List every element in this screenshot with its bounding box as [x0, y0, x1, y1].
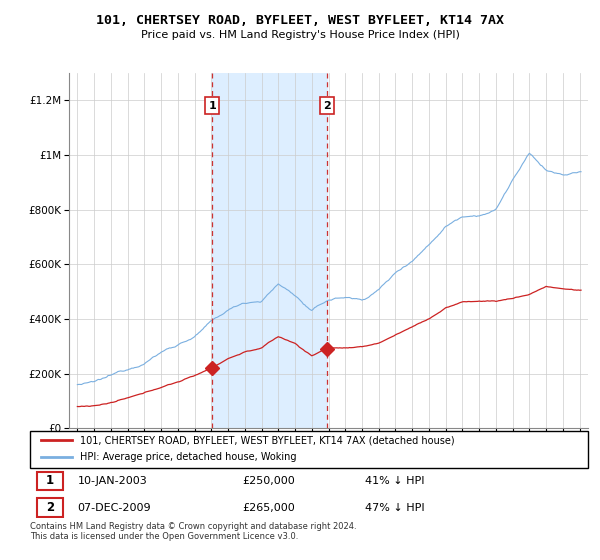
- Text: 07-DEC-2009: 07-DEC-2009: [77, 502, 151, 512]
- Text: 41% ↓ HPI: 41% ↓ HPI: [365, 476, 424, 486]
- Text: 1: 1: [46, 474, 54, 487]
- Text: 2: 2: [46, 501, 54, 514]
- Bar: [37, 498, 64, 516]
- Text: 10-JAN-2003: 10-JAN-2003: [77, 476, 147, 486]
- Text: Price paid vs. HM Land Registry's House Price Index (HPI): Price paid vs. HM Land Registry's House …: [140, 30, 460, 40]
- Text: £250,000: £250,000: [242, 476, 295, 486]
- Text: HPI: Average price, detached house, Woking: HPI: Average price, detached house, Woki…: [80, 452, 297, 463]
- Text: £265,000: £265,000: [242, 502, 295, 512]
- Bar: [37, 472, 64, 490]
- Text: 101, CHERTSEY ROAD, BYFLEET, WEST BYFLEET, KT14 7AX (detached house): 101, CHERTSEY ROAD, BYFLEET, WEST BYFLEE…: [80, 435, 455, 445]
- Text: 1: 1: [208, 101, 216, 111]
- Text: 47% ↓ HPI: 47% ↓ HPI: [365, 502, 424, 512]
- Text: Contains HM Land Registry data © Crown copyright and database right 2024.
This d: Contains HM Land Registry data © Crown c…: [30, 522, 356, 542]
- Text: 2: 2: [323, 101, 331, 111]
- Bar: [212, 73, 327, 428]
- Text: 101, CHERTSEY ROAD, BYFLEET, WEST BYFLEET, KT14 7AX: 101, CHERTSEY ROAD, BYFLEET, WEST BYFLEE…: [96, 14, 504, 27]
